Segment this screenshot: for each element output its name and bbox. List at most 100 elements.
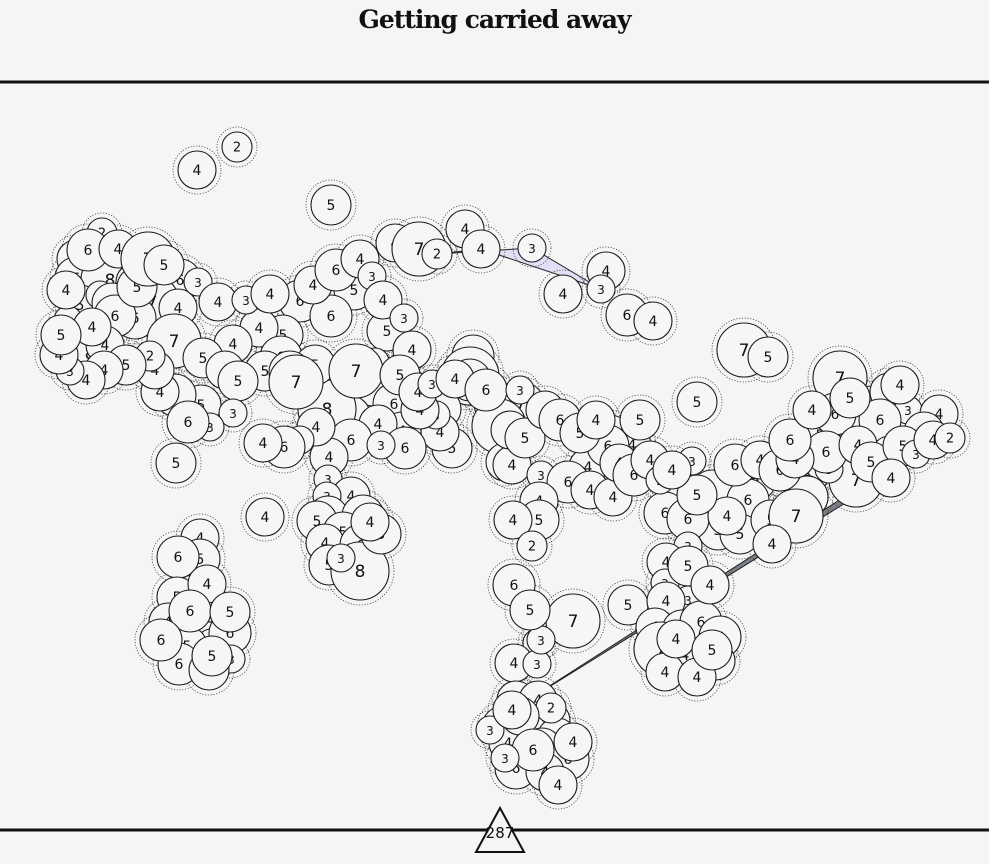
node-label: 4 xyxy=(649,314,658,330)
node-circle xyxy=(829,377,871,419)
node-label: 5 xyxy=(846,391,855,407)
node-label: 4 xyxy=(508,458,517,474)
node-halo xyxy=(581,269,621,309)
node-halo xyxy=(304,289,358,343)
node-label: 7 xyxy=(414,240,425,260)
node-halo xyxy=(446,329,500,383)
node: 2 xyxy=(535,692,567,724)
node-label: 4 xyxy=(602,264,611,280)
node-label: 5 xyxy=(526,603,535,619)
node-label: 3 xyxy=(516,384,524,398)
node-label: 7 xyxy=(568,612,579,632)
node-label: 3 xyxy=(904,404,912,418)
node-halo xyxy=(172,145,222,195)
node-label: 6 xyxy=(876,413,885,429)
node-label: 5 xyxy=(199,351,208,367)
node-label: 4 xyxy=(854,438,863,454)
node-halo xyxy=(203,606,257,660)
node-label: 6 xyxy=(744,493,753,509)
node-label: 4 xyxy=(592,413,601,429)
node-circle xyxy=(166,400,210,444)
node-label: 6 xyxy=(296,294,305,310)
node-label: 4 xyxy=(887,471,896,487)
node-circle xyxy=(633,301,673,341)
node-label: 6 xyxy=(786,433,795,449)
node-label: 5 xyxy=(693,395,702,411)
node-circle xyxy=(505,375,535,405)
node: 5 xyxy=(607,584,649,626)
node-label: 4 xyxy=(646,453,655,469)
node-circle xyxy=(676,381,718,423)
node-circle xyxy=(177,150,217,190)
node-label: 4 xyxy=(255,321,264,337)
node-label: 5 xyxy=(133,280,142,296)
node-label: 3 xyxy=(912,448,920,462)
node-label: 5 xyxy=(339,525,348,541)
node-circle xyxy=(221,131,253,163)
node-label: 4 xyxy=(706,578,715,594)
node-label: 4 xyxy=(661,665,670,681)
node-label: 5 xyxy=(535,513,544,529)
node-label: 7 xyxy=(835,369,846,389)
node-label: 2 xyxy=(233,141,241,156)
node-circle xyxy=(752,524,792,564)
node-label: 6 xyxy=(512,761,521,777)
node: 4 xyxy=(177,150,217,190)
node-halo xyxy=(150,437,202,489)
node-label: 4 xyxy=(436,425,445,441)
node-label: 4 xyxy=(768,537,777,553)
node: 4 xyxy=(543,274,583,314)
node-label: 5 xyxy=(764,350,773,366)
node: 3 xyxy=(326,543,356,573)
node-label: 4 xyxy=(151,363,160,379)
node-label: 4 xyxy=(586,483,595,499)
node-label: 3 xyxy=(537,634,545,648)
node-label: 8 xyxy=(322,400,333,420)
node-label: 4 xyxy=(193,163,202,179)
node-label: 5 xyxy=(624,598,633,614)
node-circle xyxy=(509,589,551,631)
node-label: 4 xyxy=(477,242,486,258)
node: 5 xyxy=(691,629,733,671)
node-label: 4 xyxy=(662,555,671,571)
node-label: 4 xyxy=(366,515,375,531)
node: 3 xyxy=(526,625,556,655)
node-label: 3 xyxy=(528,242,536,256)
node-circle xyxy=(747,336,789,378)
node-circle xyxy=(309,294,353,338)
node-label: 5 xyxy=(122,358,131,374)
node-circle xyxy=(880,365,920,405)
node-label: 4 xyxy=(101,338,110,354)
node-label: 2 xyxy=(146,350,154,365)
node-label: 3 xyxy=(66,365,74,379)
node-label: 7 xyxy=(169,332,180,352)
node-label: 4 xyxy=(156,385,165,401)
node-label: 6 xyxy=(226,626,235,642)
node-label: 4 xyxy=(896,378,905,394)
node-label: 5 xyxy=(396,368,405,384)
node: 4 xyxy=(880,365,920,405)
node-label: 5 xyxy=(708,643,717,659)
node-label: 6 xyxy=(529,743,538,759)
node-label: 5 xyxy=(160,258,169,274)
node: 3 xyxy=(475,715,505,745)
node-label: 4 xyxy=(356,252,365,268)
node-label: 4 xyxy=(325,450,334,466)
node-label: 4 xyxy=(347,489,356,505)
node-label: 6 xyxy=(84,243,93,259)
node-circle xyxy=(218,398,248,428)
node-circle xyxy=(310,184,352,226)
node: 4 xyxy=(198,282,238,322)
node: 6 xyxy=(66,228,110,272)
node-label: 6 xyxy=(822,445,831,461)
node-label: 3 xyxy=(377,439,385,453)
node-label: 4 xyxy=(229,337,238,353)
node-label: 5 xyxy=(350,283,359,299)
node: 4 xyxy=(493,500,533,540)
node-label: 3 xyxy=(688,455,696,469)
node-halo xyxy=(538,269,588,319)
node-label: 4 xyxy=(609,490,618,506)
node-label: 2 xyxy=(946,432,954,447)
node-halo xyxy=(415,383,467,435)
node-circle xyxy=(543,274,583,314)
